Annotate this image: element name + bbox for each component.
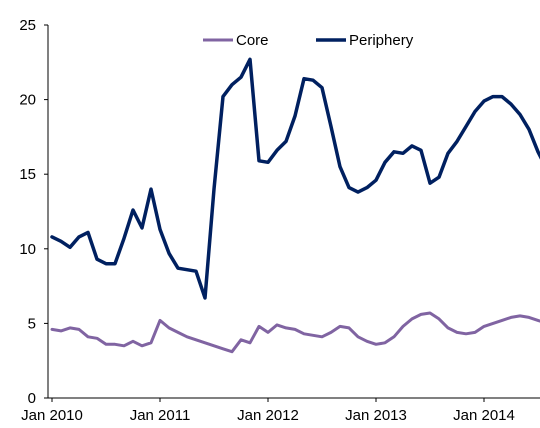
y-tick-label: 10 [19, 241, 36, 258]
axes: 0 5 10 15 20 25 Jan 2010 Jan 2011 Jan 2012 Jan 20… [19, 17, 540, 424]
x-tick-label: Jan 2010 [21, 407, 83, 424]
legend-label: Core [236, 32, 269, 49]
y-tick-label: 0 [28, 390, 36, 407]
x-tick-label: Jan 2014 [453, 407, 515, 424]
legend: Core Periphery [203, 32, 414, 49]
legend-label: Periphery [349, 32, 414, 49]
x-tick-label: Jan 2012 [237, 407, 299, 424]
y-tick-label: 20 [19, 92, 36, 109]
y-tick-label: 5 [28, 315, 36, 332]
legend-item-core: Core [203, 32, 269, 49]
series-line-periphery [50, 57, 540, 300]
legend-item-periphery: Periphery [316, 32, 414, 49]
x-tick-label: Jan 2011 [130, 407, 191, 424]
series-layer [50, 57, 540, 354]
series-line-core [50, 311, 540, 354]
y-tick-label: 25 [19, 17, 36, 34]
y-tick-label: 15 [19, 166, 36, 183]
x-tick-label: Jan 2013 [345, 407, 407, 424]
